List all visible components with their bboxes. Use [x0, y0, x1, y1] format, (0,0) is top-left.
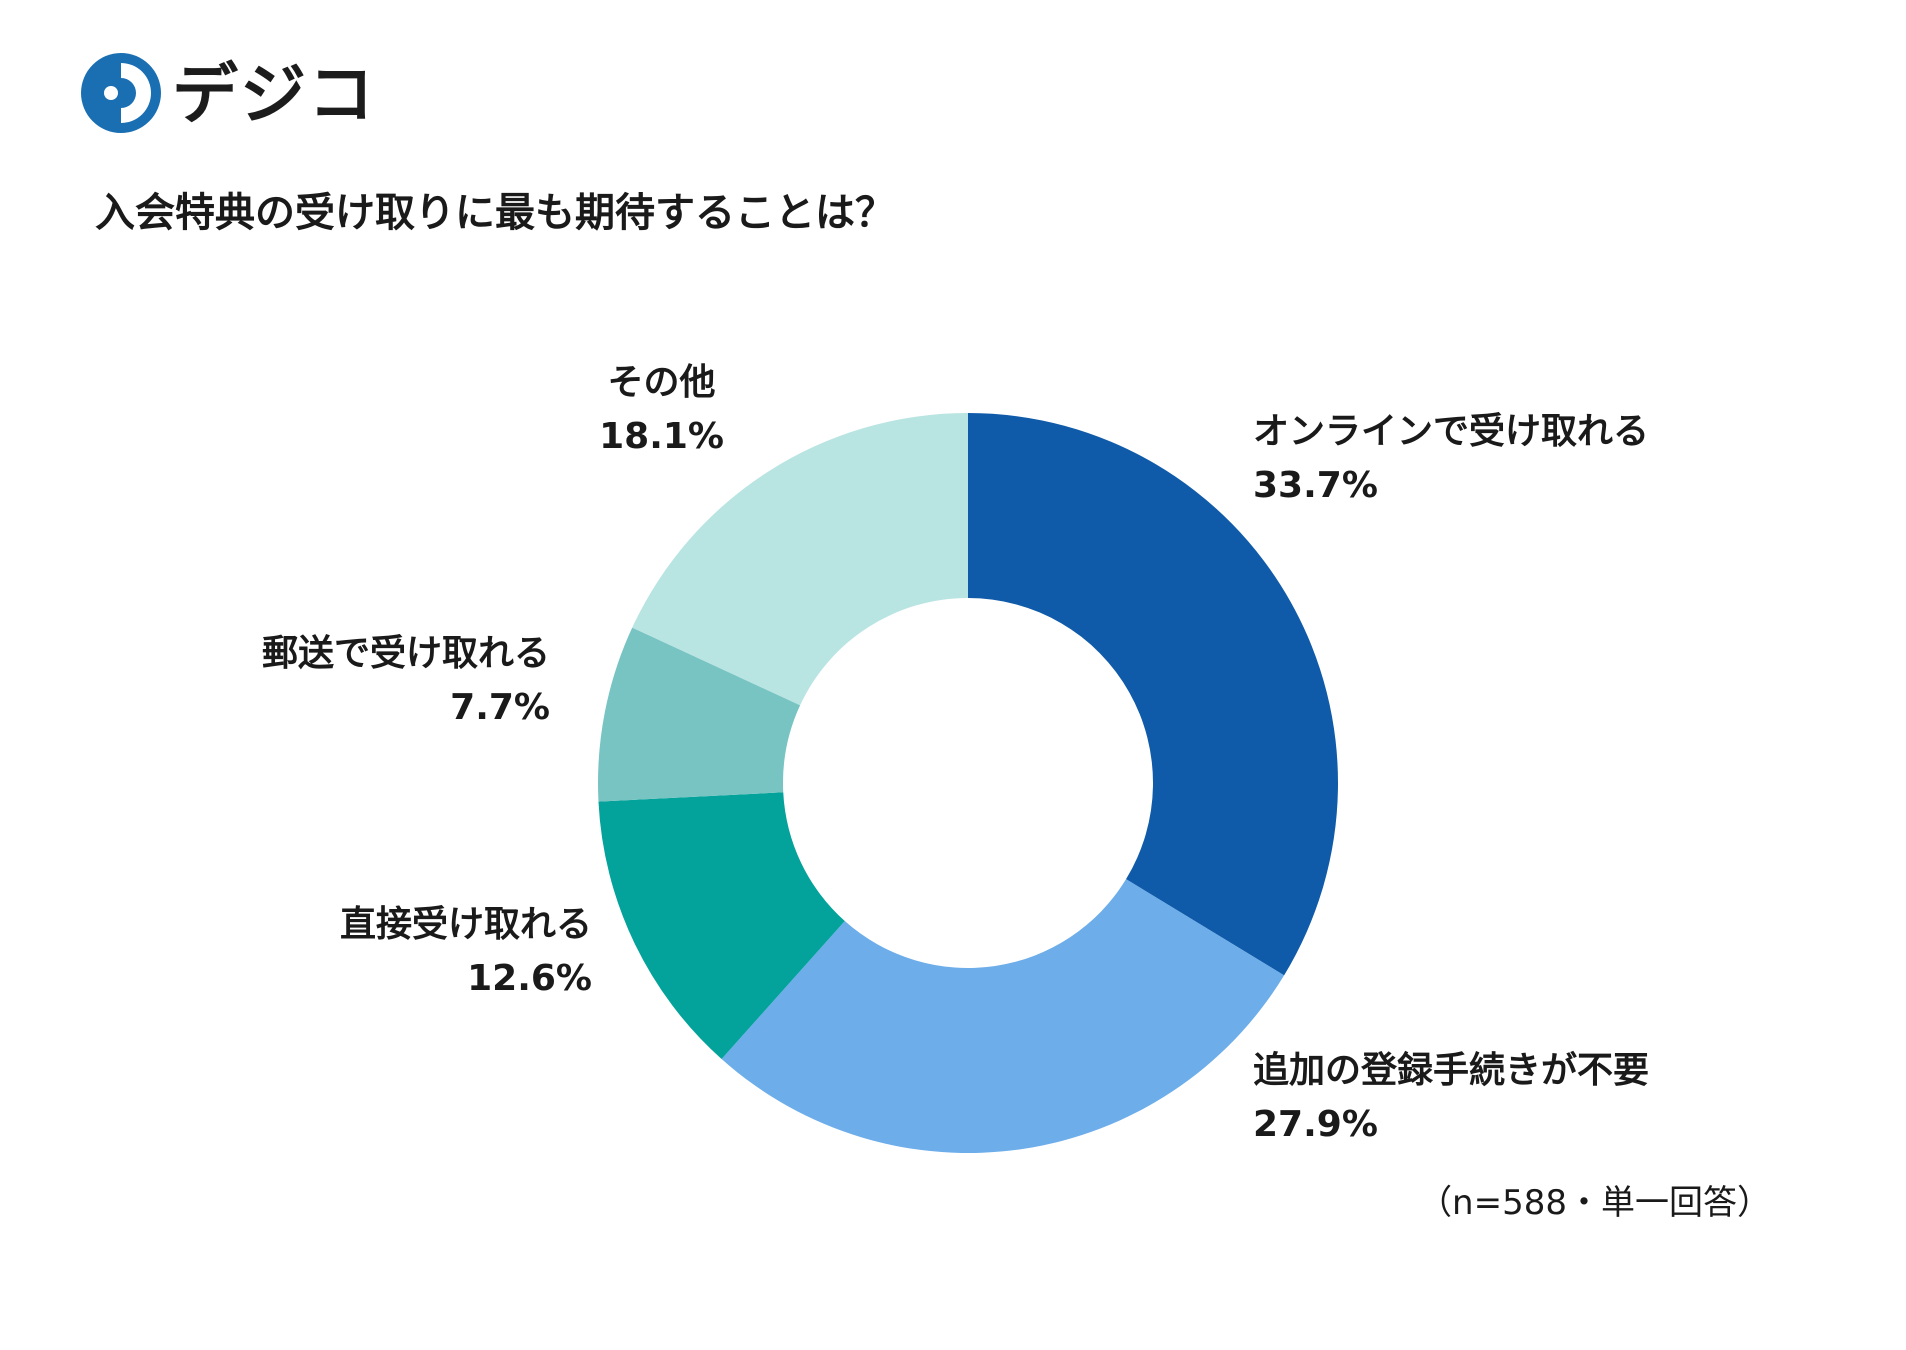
- slice-name: オンラインで受け取れる: [1253, 411, 1650, 452]
- slice-no-registration: [721, 879, 1285, 1153]
- sample-note: （n=588・単一回答）: [1418, 1183, 1771, 1223]
- slice-other: [632, 413, 968, 706]
- slice-percent: 18.1%: [599, 416, 724, 457]
- slice-percent: 7.7%: [450, 687, 550, 728]
- slice-percent: 12.6%: [467, 958, 592, 999]
- brand-name: デジコ: [172, 56, 376, 133]
- slice-name: 郵送で受け取れる: [261, 633, 550, 674]
- slice-label-online: オンラインで受け取れる 33.7%: [1253, 405, 1649, 513]
- slice-mail: [598, 627, 801, 802]
- slice-label-direct: 直接受け取れる 12.6%: [340, 898, 592, 1006]
- slice-direct: [598, 792, 845, 1059]
- slice-name: 追加の登録手続きが不要: [1253, 1050, 1650, 1091]
- slice-name: 直接受け取れる: [339, 904, 592, 945]
- slice-name: その他: [607, 362, 716, 403]
- slice-percent: 33.7%: [1253, 465, 1378, 506]
- slice-label-other: その他 18.1%: [599, 356, 724, 464]
- logo-dot: [104, 86, 118, 100]
- logo-inner-shape: [121, 63, 151, 123]
- chart-title: 入会特典の受け取りに最も期待することは？: [95, 190, 895, 236]
- brand-logo-icon: [81, 53, 161, 133]
- slice-label-mail: 郵送で受け取れる 7.7%: [262, 627, 550, 735]
- slice-percent: 27.9%: [1253, 1104, 1378, 1145]
- slice-label-no-registration: 追加の登録手続きが不要 27.9%: [1253, 1044, 1649, 1152]
- slice-online: [968, 413, 1338, 976]
